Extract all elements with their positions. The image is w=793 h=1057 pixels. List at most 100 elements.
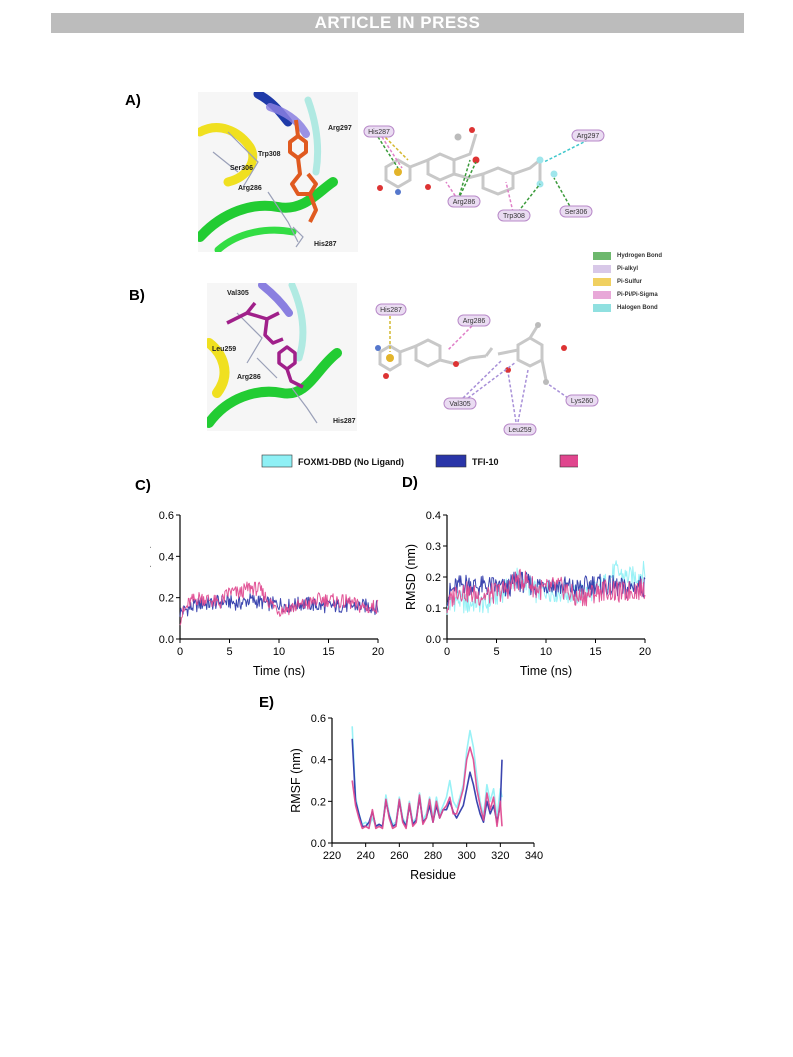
y-tick-label: 0.4 <box>159 551 174 563</box>
x-tick-label: 20 <box>372 646 384 658</box>
y-tick-label: 0.0 <box>159 634 174 646</box>
svg-text:Val305: Val305 <box>449 401 470 408</box>
x-tick-label: 240 <box>356 850 374 862</box>
series-line-tgz <box>351 746 503 830</box>
legend-label: Pi-alkyl <box>617 265 639 272</box>
x-tick-label: 15 <box>589 646 601 658</box>
x-tick-label: 0 <box>444 646 450 658</box>
structure-label-his287: His287 <box>333 418 356 425</box>
x-tick-label: 220 <box>323 850 341 862</box>
residue-pill-arg286: Arg286 <box>457 314 491 327</box>
x-tick-label: 320 <box>491 850 509 862</box>
svg-text:Ser306: Ser306 <box>565 209 588 216</box>
series-legend-item-tgz: TGZ <box>559 454 578 468</box>
series-legend-item-tfi-10: TFI-10 <box>435 454 499 468</box>
residue-pill-arg286: Arg286 <box>447 195 481 208</box>
series-legend-item-foxm1-dbd-no-ligand: FOXM1-DBD (No Ligand) <box>261 454 404 468</box>
legend-swatch <box>559 454 578 468</box>
panel-a-interaction-map: His287 Arg297 Arg286 Trp308 Ser306 <box>363 125 605 222</box>
structure-label-arg297: Arg297 <box>328 125 352 132</box>
structure-label-his287: His287 <box>314 241 337 248</box>
x-tick-label: 20 <box>639 646 651 658</box>
y-tick-label: 0.2 <box>159 593 174 605</box>
residue-pill-his287: His287 <box>375 303 407 316</box>
svg-text:Lys260: Lys260 <box>571 398 593 405</box>
panel-label-d: D) <box>402 474 418 491</box>
svg-text:Leu259: Leu259 <box>508 427 531 434</box>
legend-label: Pi-Sulfur <box>617 278 642 285</box>
y-axis-label: RMSD (nm) <box>150 544 151 610</box>
panel-label-c: C) <box>135 477 151 494</box>
svg-text:His287: His287 <box>368 129 390 136</box>
interaction-legend-item-halogen-bond: Halogen Bond <box>593 302 662 313</box>
legend-swatch <box>261 454 293 468</box>
residue-pill-trp308: Trp308 <box>497 209 531 222</box>
residue-pill-ser306: Ser306 <box>559 205 593 218</box>
x-tick-label: 300 <box>457 850 475 862</box>
x-tick-label: 280 <box>424 850 442 862</box>
legend-swatch <box>593 264 611 273</box>
interaction-legend-item-pi-sulfur: Pi-Sulfur <box>593 276 662 287</box>
interaction-legend-item-hydrogen-bond: Hydrogen Bond <box>593 250 662 261</box>
y-tick-label: 0.3 <box>426 541 441 553</box>
article-in-press-banner: ARTICLE IN PRESS <box>51 13 744 33</box>
panel-a-structure-image: Arg297 Trp308 Ser306 Arg286 His287 <box>198 92 358 252</box>
x-tick-label: 15 <box>322 646 334 658</box>
x-axis-label: Residue <box>410 868 456 882</box>
interaction-legend: Hydrogen Bond Pi-alkyl Pi-Sulfur Pi-Pi/Pi-S… <box>593 250 662 315</box>
series-line-tgz <box>446 568 646 614</box>
y-tick-label: 0.4 <box>311 755 326 767</box>
y-tick-label: 0.2 <box>311 796 326 808</box>
panel-b-structure-image: Val305 Leu259 Arg286 His287 <box>207 283 357 431</box>
x-tick-label: 10 <box>273 646 285 658</box>
interaction-legend-item-pi-pi-pi-sigma: Pi-Pi/Pi-Sigma <box>593 289 662 300</box>
y-tick-label: 0.6 <box>159 510 174 522</box>
chart-e-rmsf: 0.0 0.2 0.4 0.6 220 240 260 280 300 320 340 Residue… <box>289 713 543 882</box>
legend-label: FOXM1-DBD (No Ligand) <box>298 457 404 467</box>
panel-label-a: A) <box>125 92 141 109</box>
series-legend: FOXM1-DBD (No Ligand) TFI-10 TGZ <box>261 454 578 468</box>
y-tick-label: 0.4 <box>426 510 441 522</box>
svg-text:Arg286: Arg286 <box>453 199 476 206</box>
y-axis-label: RMSD (nm) <box>404 544 418 610</box>
residue-pill-his287: His287 <box>363 125 395 138</box>
residue-pill-leu259: Leu259 <box>503 423 537 436</box>
structure-label-ser306: Ser306 <box>230 165 253 172</box>
x-tick-label: 260 <box>390 850 408 862</box>
residue-pill-lys260: Lys260 <box>565 394 599 407</box>
series-line-foxm1-dbd-no-ligand <box>446 560 646 615</box>
x-tick-label: 10 <box>540 646 552 658</box>
x-axis-label: Time (ns) <box>520 664 572 678</box>
structure-label-arg286: Arg286 <box>238 185 262 192</box>
x-axis-label: Time (ns) <box>253 664 305 678</box>
svg-text:Trp308: Trp308 <box>503 213 525 220</box>
y-tick-label: 0.1 <box>426 603 441 615</box>
y-tick-label: 0.0 <box>426 634 441 646</box>
legend-swatch <box>593 277 611 286</box>
legend-label: Hydrogen Bond <box>617 252 662 259</box>
x-tick-label: 5 <box>226 646 232 658</box>
chart-c-rmsd: 0.0 0.2 0.4 0.6 0 5 10 15 20 Time (ns) RMSD (nm) <box>150 510 384 678</box>
legend-label: Pi-Pi/Pi-Sigma <box>617 291 658 298</box>
x-tick-label: 5 <box>493 646 499 658</box>
x-tick-label: 340 <box>525 850 543 862</box>
structure-label-arg286: Arg286 <box>237 374 261 381</box>
legend-label: TFI-10 <box>472 457 499 467</box>
y-tick-label: 0.0 <box>311 838 326 850</box>
y-axis-label: RMSF (nm) <box>289 748 303 813</box>
series-line-tfi-10 <box>179 593 379 617</box>
y-tick-label: 0.2 <box>426 572 441 584</box>
panel-label-b: B) <box>129 287 145 304</box>
series-line-tgz <box>179 581 379 626</box>
residue-pill-val305: Val305 <box>443 397 477 410</box>
chart-d-rmsd: 0.0 0.1 0.2 0.3 0.4 0 5 10 15 20 Time (ns) RMSD (nm… <box>404 510 651 678</box>
interaction-legend-item-pi-alkyl: Pi-alkyl <box>593 263 662 274</box>
structure-label-leu259: Leu259 <box>212 346 236 353</box>
residue-pill-arg297: Arg297 <box>571 129 605 142</box>
legend-swatch <box>593 290 611 299</box>
y-tick-label: 0.6 <box>311 713 326 725</box>
legend-swatch <box>593 303 611 312</box>
legend-swatch <box>593 251 611 260</box>
svg-text:His287: His287 <box>380 307 402 314</box>
panel-label-e: E) <box>259 694 274 711</box>
